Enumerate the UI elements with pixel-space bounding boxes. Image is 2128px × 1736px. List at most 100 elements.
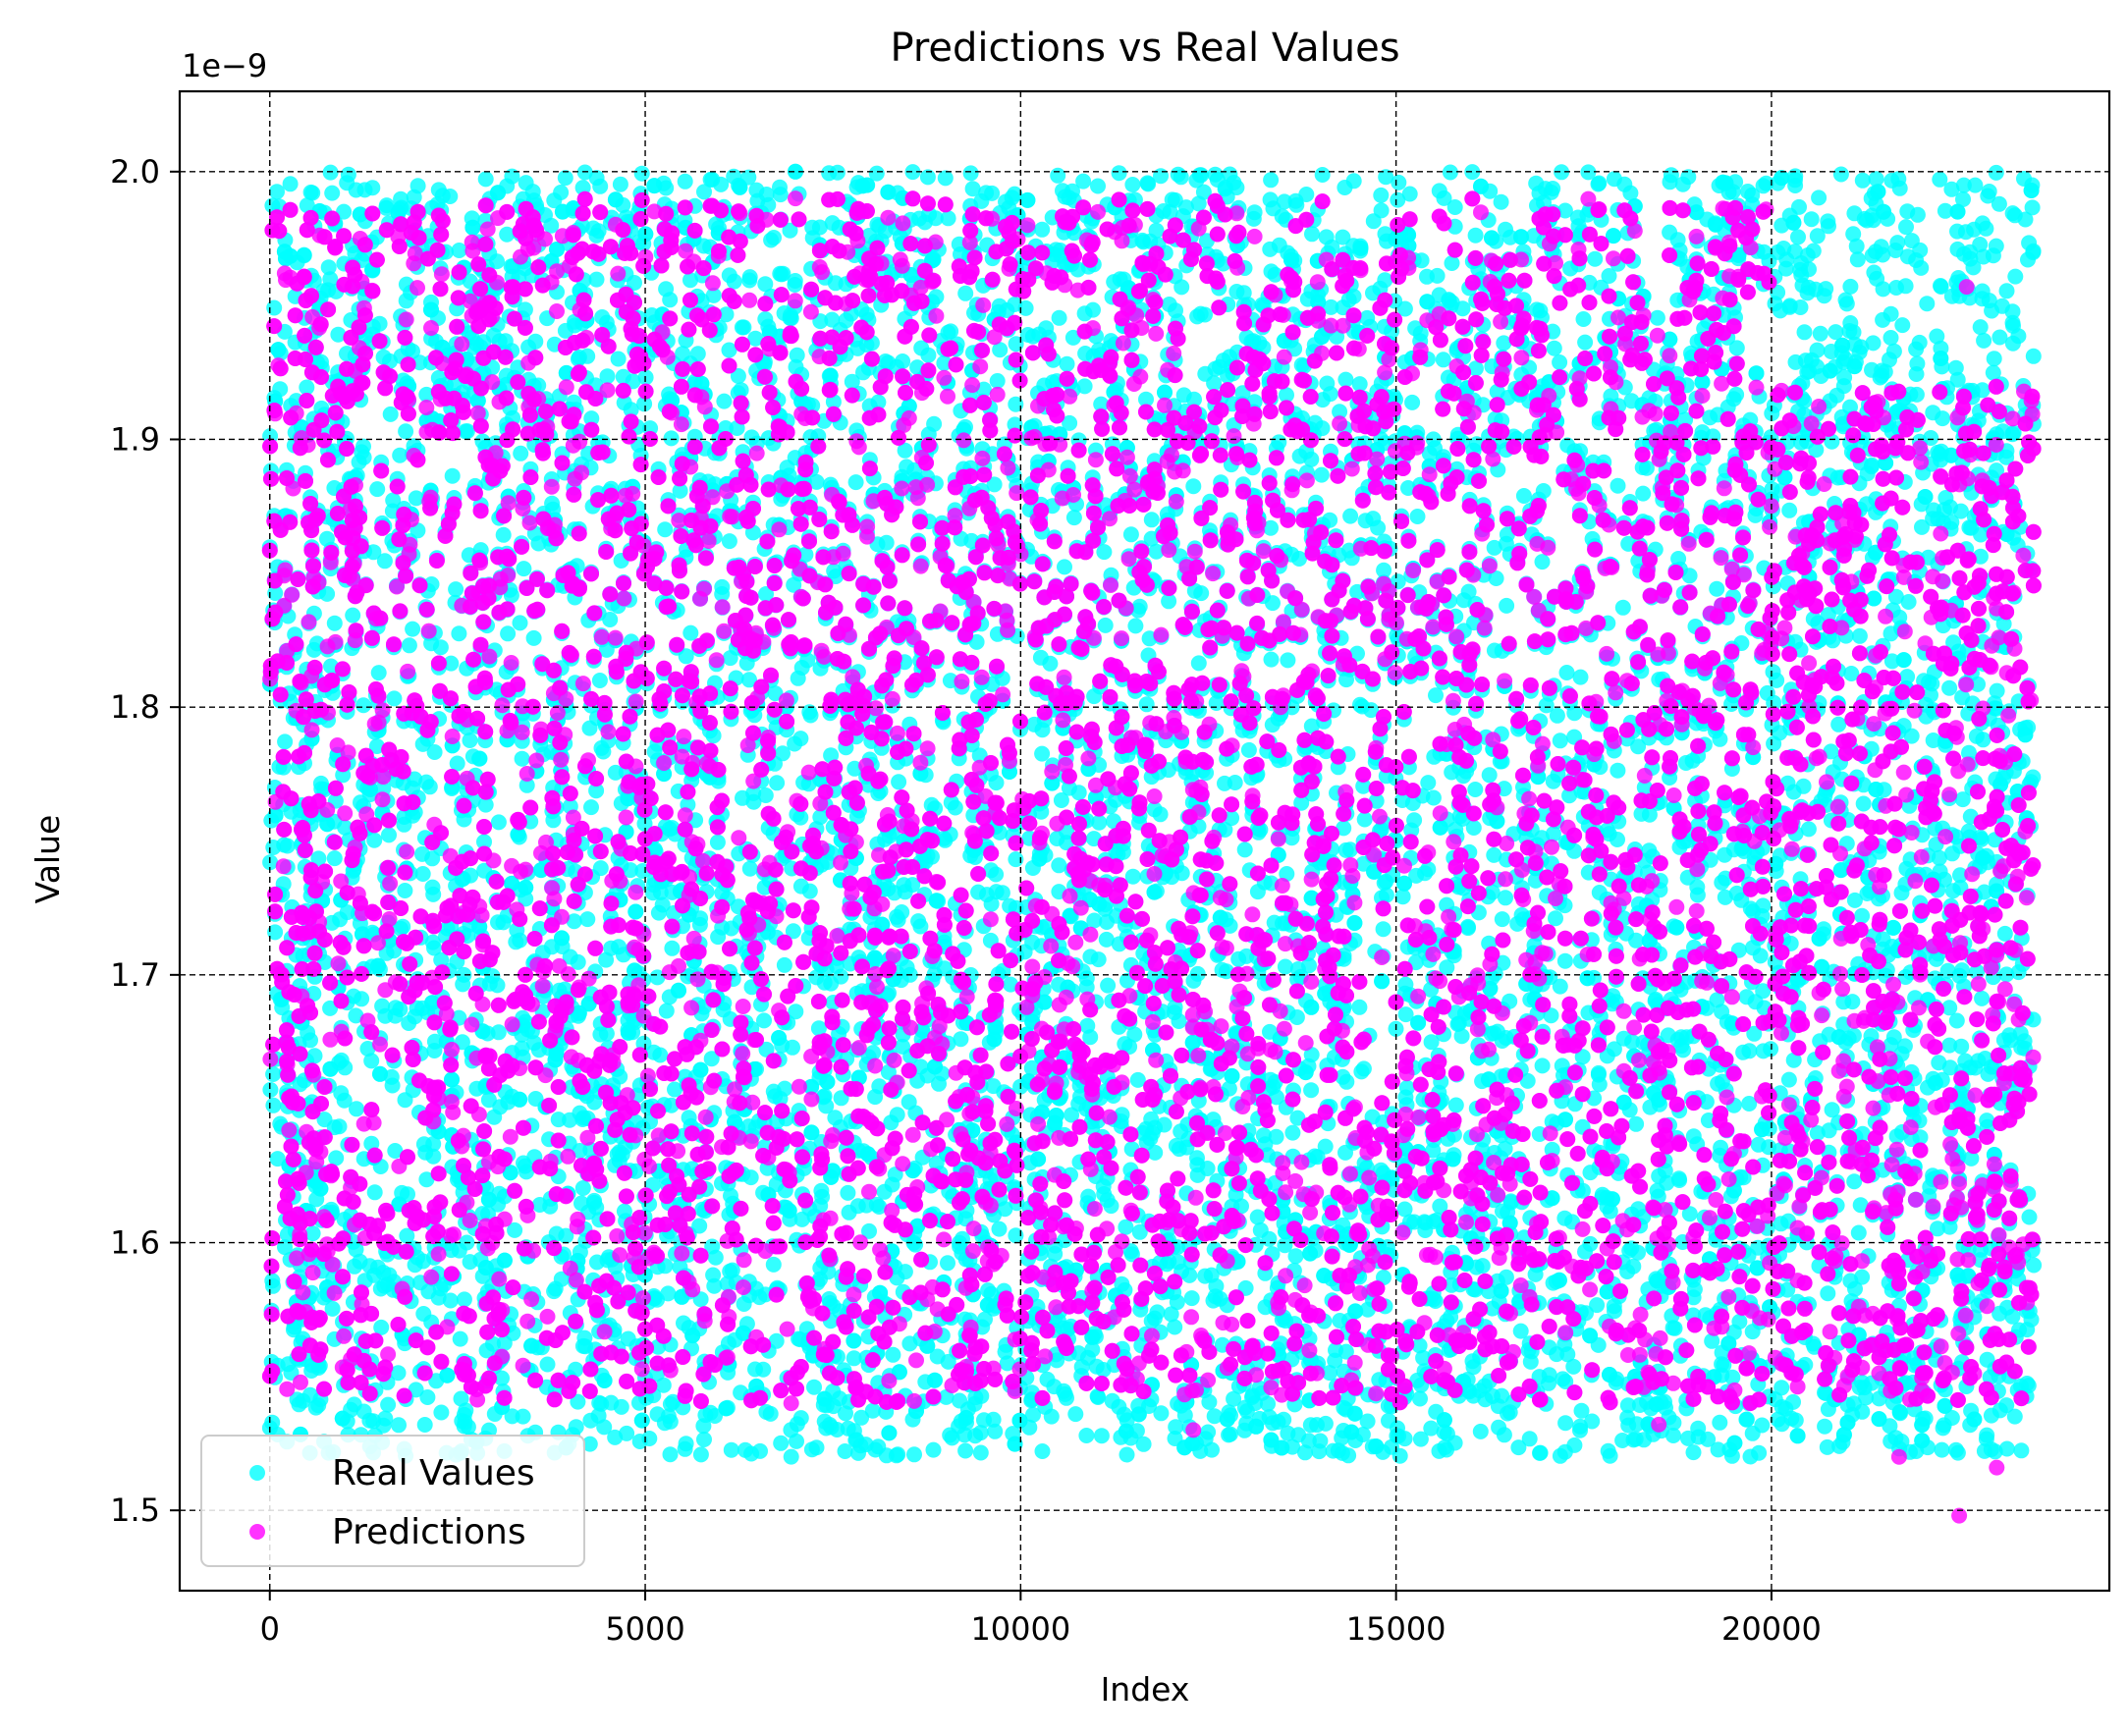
real-values-point bbox=[1866, 264, 1882, 281]
real-values-point bbox=[1566, 1437, 1583, 1453]
real-values-point bbox=[456, 1291, 472, 1308]
real-values-point bbox=[1662, 224, 1678, 241]
real-values-point bbox=[1573, 1402, 1590, 1419]
real-values-point bbox=[376, 553, 393, 570]
real-values-point bbox=[366, 1184, 383, 1201]
real-values-point bbox=[355, 697, 372, 714]
real-values-point bbox=[516, 561, 532, 577]
real-values-point bbox=[1998, 283, 2015, 299]
real-values-point bbox=[1153, 168, 1169, 185]
real-values-point bbox=[1850, 1224, 1867, 1241]
real-values-point bbox=[790, 670, 806, 686]
real-values-point bbox=[452, 1330, 468, 1347]
real-values-point bbox=[1051, 309, 1067, 326]
real-values-point bbox=[1263, 651, 1280, 668]
real-values-point bbox=[557, 170, 573, 187]
real-values-point bbox=[1572, 1418, 1589, 1435]
real-values-point bbox=[1541, 1367, 1557, 1383]
real-values-point bbox=[1394, 889, 1411, 905]
real-values-point bbox=[847, 474, 864, 491]
real-values-point bbox=[972, 1444, 989, 1461]
real-values-point bbox=[938, 1388, 955, 1405]
real-values-point bbox=[1587, 250, 1604, 267]
real-values-point bbox=[305, 641, 322, 658]
real-values-point bbox=[1967, 177, 1984, 193]
real-values-point bbox=[1488, 570, 1504, 586]
real-values-point bbox=[1197, 306, 1213, 323]
real-values-point bbox=[1146, 1310, 1163, 1327]
real-values-point bbox=[277, 733, 294, 750]
real-values-point bbox=[391, 1417, 407, 1434]
real-values-point bbox=[1515, 488, 1532, 504]
real-values-point bbox=[453, 1390, 469, 1407]
real-values-point bbox=[320, 282, 337, 298]
real-values-point bbox=[425, 886, 442, 902]
real-values-point bbox=[401, 637, 417, 654]
real-values-point bbox=[682, 624, 699, 641]
real-values-point bbox=[957, 285, 974, 301]
real-values-point bbox=[1557, 1415, 1574, 1432]
real-values-point bbox=[602, 612, 619, 627]
real-values-point bbox=[1352, 696, 1368, 713]
real-values-point bbox=[1263, 172, 1280, 189]
real-values-point bbox=[503, 587, 519, 604]
real-values-point bbox=[1124, 868, 1141, 885]
real-values-point bbox=[1919, 296, 1936, 312]
real-values-point bbox=[1096, 544, 1113, 561]
real-values-point bbox=[657, 521, 674, 538]
real-values-point bbox=[348, 1007, 364, 1024]
real-values-point bbox=[1126, 1026, 1143, 1043]
real-values-point bbox=[1303, 718, 1320, 734]
real-values-point bbox=[1908, 366, 1925, 382]
real-values-point bbox=[992, 342, 1009, 358]
real-values-point bbox=[1425, 431, 1442, 448]
real-values-point bbox=[1941, 1037, 1958, 1054]
real-values-point bbox=[1824, 1102, 1840, 1118]
real-values-point bbox=[1453, 1028, 1470, 1045]
real-values-point bbox=[1467, 227, 1484, 244]
real-values-point bbox=[1481, 767, 1498, 784]
real-values-point bbox=[1704, 1332, 1720, 1349]
real-values-point bbox=[1065, 510, 1082, 526]
real-values-point bbox=[398, 423, 414, 440]
real-values-point bbox=[1143, 512, 1160, 528]
real-values-point bbox=[355, 438, 371, 455]
real-values-point bbox=[1435, 352, 1451, 368]
real-values-point bbox=[320, 259, 337, 276]
real-values-point bbox=[1486, 539, 1502, 556]
real-values-point bbox=[582, 1412, 599, 1429]
real-values-point bbox=[382, 406, 399, 422]
real-values-point bbox=[1558, 665, 1575, 680]
real-values-point bbox=[1412, 1390, 1428, 1407]
real-values-point bbox=[897, 442, 913, 459]
real-values-point bbox=[1937, 202, 1953, 219]
real-values-point bbox=[1057, 559, 1072, 575]
real-values-point bbox=[610, 351, 627, 367]
real-values-point bbox=[384, 1077, 401, 1094]
real-values-point bbox=[1404, 394, 1421, 410]
real-values-point bbox=[755, 1361, 772, 1378]
real-values-point bbox=[1138, 696, 1155, 713]
real-values-point bbox=[451, 625, 467, 642]
real-values-point bbox=[596, 1419, 613, 1436]
real-values-point bbox=[322, 164, 339, 181]
real-values-point bbox=[1851, 627, 1868, 644]
real-values-point bbox=[1420, 775, 1437, 791]
real-values-point bbox=[1168, 1419, 1184, 1436]
real-values-point bbox=[500, 625, 517, 642]
real-values-point bbox=[1805, 243, 1822, 259]
real-values-point bbox=[1544, 1141, 1560, 1158]
real-values-point bbox=[672, 482, 688, 499]
real-values-point bbox=[1674, 176, 1691, 192]
real-values-point bbox=[1941, 1000, 1958, 1016]
real-values-point bbox=[1076, 378, 1093, 395]
real-values-point bbox=[662, 1446, 679, 1463]
real-values-point bbox=[449, 755, 465, 772]
real-values-point bbox=[1304, 226, 1320, 243]
chart-title: Predictions vs Real Values bbox=[890, 26, 1399, 71]
real-values-point bbox=[1127, 618, 1144, 634]
real-values-point bbox=[1297, 1444, 1313, 1461]
real-values-point bbox=[471, 750, 488, 767]
real-values-point bbox=[734, 319, 750, 336]
real-values-point bbox=[1954, 791, 1971, 808]
